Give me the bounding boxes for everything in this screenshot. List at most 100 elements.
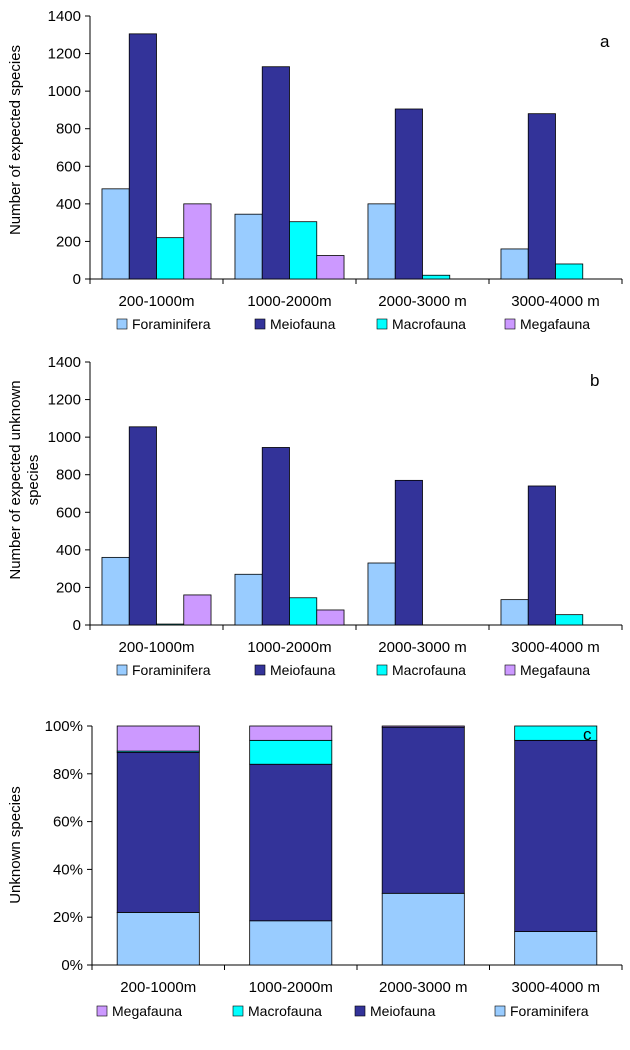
panel-b-legend-swatch-foraminifera	[116, 664, 128, 676]
panel-b-x-tick-label: 1000-2000m	[247, 639, 331, 656]
panel-a-legend-label-megafauna: Megafauna	[520, 316, 590, 332]
panel-c-bar-meiofauna	[514, 739, 598, 932]
panel-b-y-tick-label: 1000	[48, 429, 81, 446]
panel-a-bar-meiofauna	[261, 66, 290, 280]
panel-a-bar-foraminifera	[101, 188, 130, 280]
panel-b-bar-megafauna	[183, 594, 212, 626]
panel-a-y-tick-label: 200	[56, 233, 81, 250]
panel-c-legend-label-macrofauna: Macrofauna	[248, 1003, 322, 1019]
panel-b-x-tick-label: 3000-4000 m	[511, 639, 599, 656]
panel-b-bar-meiofauna	[527, 485, 556, 626]
panel-b-bar-foraminifera	[367, 562, 396, 626]
panel-b-y-tick-label: 1400	[48, 354, 81, 371]
panel-a-legend-label-meiofauna: Meiofauna	[270, 316, 336, 332]
panel-b-bar-foraminifera	[234, 573, 263, 626]
panel-b-ylabel-line1: Number of expected unknown	[7, 380, 24, 579]
panel-a-x-tick-label: 200-1000m	[119, 293, 195, 310]
panel-a-bar-macrofauna	[156, 237, 185, 280]
panel-a-y-tick-label: 1000	[48, 83, 81, 100]
panel-c-bar-foraminifera	[116, 912, 200, 966]
panel-c-legend-swatch-megafauna	[96, 1005, 108, 1017]
panel-c-bar-meiofauna	[381, 726, 465, 894]
panel-c-y-tick-label: 0%	[61, 957, 83, 974]
panel-a-bar-meiofauna	[128, 33, 157, 280]
panel-a-legend-label-macrofauna: Macrofauna	[392, 316, 466, 332]
panel-a-label: a	[600, 32, 610, 51]
panel-b-y-tick-label: 1200	[48, 392, 81, 409]
panel-c-y-tick-label: 80%	[53, 766, 83, 783]
panel-a-legend-label-foraminifera: Foraminifera	[132, 316, 211, 332]
panel-a-bar-foraminifera	[500, 248, 529, 280]
panel-c-bar-meiofauna	[249, 763, 333, 922]
panel-b-bar-foraminifera	[500, 599, 529, 626]
panel-c-bar-macrofauna	[514, 725, 598, 741]
panel-a-y-tick-label: 1400	[48, 8, 81, 25]
panel-b-y-tick-label: 800	[56, 467, 81, 484]
panel-c-bar-foraminifera	[381, 892, 465, 966]
panel-b-y-tick-label: 600	[56, 504, 81, 521]
panel-a-x-tick-label: 3000-4000 m	[511, 293, 599, 310]
panel-c-legend-label-foraminifera: Foraminifera	[510, 1003, 589, 1019]
panel-c-x-tick-label: 1000-2000m	[249, 979, 333, 996]
panel-a-legend-swatch-meiofauna	[254, 318, 266, 330]
panel-b-x-tick-label: 2000-3000 m	[378, 639, 466, 656]
panel-c-y-tick-label: 100%	[45, 718, 83, 735]
panel-b-bar-macrofauna	[156, 623, 185, 626]
panel-b-legend-label-megafauna: Megafauna	[520, 662, 590, 678]
panel-a-bar-megafauna	[183, 203, 212, 280]
panel-b-y-tick-label: 200	[56, 579, 81, 596]
panel-b-legend-swatch-megafauna	[504, 664, 516, 676]
panel-c-legend-swatch-macrofauna	[232, 1005, 244, 1017]
panel-b-bar-meiofauna	[394, 479, 423, 626]
panel-c-label: c	[583, 725, 592, 744]
panel-b-bar-foraminifera	[101, 556, 130, 626]
panel-b-bar-macrofauna	[555, 614, 584, 626]
panel-a-y-tick-label: 800	[56, 121, 81, 138]
panel-c-legend-swatch-foraminifera	[494, 1005, 506, 1017]
panel-a-legend-swatch-foraminifera	[116, 318, 128, 330]
panel-a-x-tick-label: 1000-2000m	[247, 293, 331, 310]
panel-c-bar-meiofauna	[116, 751, 200, 913]
panel-b-legend-swatch-meiofauna	[254, 664, 266, 676]
panel-b-bar-megafauna	[316, 609, 345, 626]
panel-b-label: b	[590, 371, 599, 390]
panel-a-bar-meiofauna	[394, 108, 423, 280]
panel-c-ylabel: Unknown species	[7, 786, 24, 904]
panel-c-bar-megafauna	[381, 725, 465, 728]
panel-a-bar-meiofauna	[527, 113, 556, 280]
panel-a-bar-macrofauna	[555, 263, 584, 280]
panel-c-bar-macrofauna	[249, 739, 333, 765]
panel-c-y-tick-label: 20%	[53, 909, 83, 926]
panel-c-bar-foraminifera	[249, 920, 333, 966]
panel-a-ylabel: Number of expected species	[7, 45, 24, 235]
panel-b-legend-label-meiofauna: Meiofauna	[270, 662, 336, 678]
panel-a-legend-swatch-megafauna	[504, 318, 516, 330]
panel-b-bar-meiofauna	[128, 426, 157, 626]
panel-b-legend-label-macrofauna: Macrofauna	[392, 662, 466, 678]
panel-a-x-tick-label: 2000-3000 m	[378, 293, 466, 310]
panel-b-x-tick-label: 200-1000m	[119, 639, 195, 656]
panel-b-y-tick-label: 0	[73, 617, 81, 634]
panel-c-y-tick-label: 40%	[53, 861, 83, 878]
panel-a-y-tick-label: 400	[56, 196, 81, 213]
panel-c-bar-megafauna	[116, 725, 200, 752]
panel-a-y-tick-label: 600	[56, 158, 81, 175]
panel-c-legend-label-megafauna: Megafauna	[112, 1003, 182, 1019]
panel-b-legend-label-foraminifera: Foraminifera	[132, 662, 211, 678]
panel-a-bar-foraminifera	[367, 203, 396, 280]
panel-c-legend-label-meiofauna: Meiofauna	[370, 1003, 436, 1019]
panel-b-ylabel-line2: species	[25, 455, 42, 506]
panel-c-x-tick-label: 3000-4000 m	[512, 979, 600, 996]
panel-a-bar-macrofauna	[289, 221, 318, 280]
panel-b-legend-swatch-macrofauna	[376, 664, 388, 676]
panel-c-bar-megafauna	[249, 725, 333, 741]
panel-c-y-tick-label: 60%	[53, 814, 83, 831]
panel-b-y-tick-label: 400	[56, 542, 81, 559]
panel-a-bar-foraminifera	[234, 213, 263, 280]
panel-c-x-tick-label: 2000-3000 m	[379, 979, 467, 996]
panel-c-bar-foraminifera	[514, 931, 598, 966]
panel-c-legend-swatch-meiofauna	[354, 1005, 366, 1017]
panel-b-bar-meiofauna	[261, 447, 290, 626]
panel-a-y-tick-label: 1200	[48, 46, 81, 63]
